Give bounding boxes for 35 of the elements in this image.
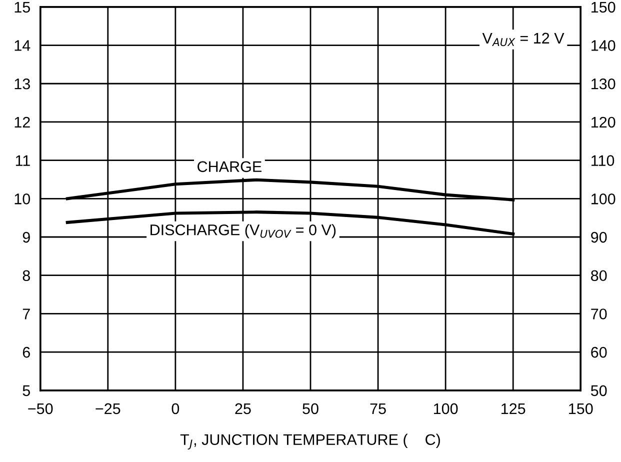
y2-tick-label: 70	[591, 308, 607, 320]
y2-tick-label: 100	[592, 194, 616, 204]
x-tick-label: 0	[172, 403, 180, 414]
y-tick-label: 15	[14, 2, 30, 13]
x-tick-label: 125	[502, 403, 526, 414]
y-tick-label: 11	[16, 155, 30, 166]
y2-tick-label: 90	[591, 232, 607, 243]
y-tick-label: 9	[22, 232, 30, 243]
y2-tick-label: 130	[592, 78, 616, 90]
x-tick-label: −50	[28, 403, 53, 414]
x-tick-label: 50	[302, 403, 318, 414]
x-tick-label: 75	[370, 403, 386, 414]
annotation: V$_{AUX}$ = 12 V	[482, 32, 564, 46]
y-tick-label: 6	[22, 346, 30, 358]
y2-tick-label: 60	[591, 346, 607, 358]
y-tick-label: 12	[14, 116, 30, 128]
y2-tick-label: 110	[592, 155, 614, 166]
y2-tick-label: 140	[592, 40, 616, 51]
y-tick-label: 14	[14, 40, 30, 51]
x-tick-label: −25	[96, 403, 120, 414]
y-tick-label: 5	[22, 385, 30, 396]
y2-tick-label: 120	[592, 116, 616, 128]
y-tick-label: 8	[22, 270, 30, 282]
x-tick-label: 100	[434, 403, 458, 414]
annotation: CHARGE	[198, 161, 262, 172]
x-axis-title: T$_{J}$, JUNCTION TEMPERATURE ( C)	[180, 434, 440, 450]
y2-tick-label: 150	[592, 2, 616, 13]
x-tick-label: 150	[569, 403, 593, 414]
y2-tick-label: 50	[590, 385, 607, 396]
y2-tick-label: 80	[591, 270, 607, 282]
y-tick-label: 10	[14, 194, 30, 204]
y-tick-label: 13	[14, 78, 30, 90]
y-tick-label: 7	[22, 308, 30, 320]
annotation: DISCHARGE (V$_{UVOV}$ = 0 V)	[150, 224, 336, 238]
x-tick-label: 25	[235, 403, 251, 414]
